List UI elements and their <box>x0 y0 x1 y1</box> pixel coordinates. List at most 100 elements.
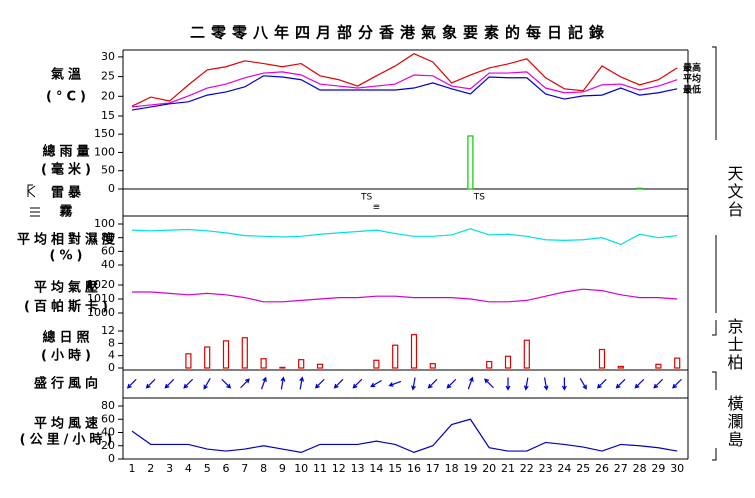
y-tick-label: 100 <box>94 217 115 230</box>
bar <box>204 346 211 369</box>
wind-arrow <box>484 378 494 389</box>
y-tick-label: 20 <box>101 89 115 102</box>
weather-symbol: TS <box>473 193 485 203</box>
y-tick-label: 40 <box>101 426 115 439</box>
bar <box>241 337 248 369</box>
bar <box>410 334 418 369</box>
x-tick-label: 14 <box>369 462 383 475</box>
station-label: 京士柏 <box>725 318 744 372</box>
y-tick-label: 25 <box>101 70 115 83</box>
y-tick-label: 8 <box>108 336 115 349</box>
wind-arrow <box>280 376 286 390</box>
y-tick-label: 0 <box>108 452 115 465</box>
wind-arrow <box>260 376 267 390</box>
wind-arrow <box>672 378 682 389</box>
weather-symbol: ≡ <box>373 203 381 213</box>
x-tick-label: 2 <box>147 462 154 475</box>
x-tick-label: 7 <box>241 462 248 475</box>
bar <box>523 339 530 369</box>
y-tick-label: 60 <box>101 412 115 425</box>
wind-arrow <box>634 378 645 389</box>
x-tick-label: 12 <box>332 462 346 475</box>
x-tick-label: 29 <box>651 462 665 475</box>
bar <box>185 353 192 369</box>
wind-arrow <box>333 378 344 389</box>
row-label: 總雨量 <box>42 144 93 160</box>
bar <box>674 357 681 369</box>
y-tick-label: 40 <box>101 258 115 271</box>
x-tick-label: 11 <box>313 462 327 475</box>
wind-arrow <box>388 380 402 387</box>
bar <box>260 358 267 369</box>
y-tick-label: 80 <box>101 231 115 244</box>
wind-arrow <box>596 378 607 389</box>
bar <box>504 355 512 369</box>
row-unit: (毫米) <box>41 162 95 178</box>
y-tick-label: 50 <box>101 164 115 177</box>
bar <box>429 363 436 369</box>
x-tick-label: 15 <box>388 462 402 475</box>
row-unit: (°C) <box>46 90 90 105</box>
x-tick-label: 24 <box>557 462 571 475</box>
row-label: 平均氣壓 <box>34 280 102 296</box>
y-tick-label: 20 <box>101 439 115 452</box>
wind-arrow <box>314 378 325 389</box>
wind-arrow <box>240 378 250 389</box>
x-tick-label: 5 <box>204 462 211 475</box>
y-tick-label: 0 <box>108 182 115 195</box>
x-tick-label: 23 <box>539 462 553 475</box>
row-unit: (%) <box>50 249 87 264</box>
wind-arrow <box>467 376 474 390</box>
wind-arrow <box>523 377 529 391</box>
line <box>131 418 678 454</box>
line <box>131 53 678 107</box>
y-tick-label: 1000 <box>87 306 115 319</box>
x-tick-label: 6 <box>223 462 230 475</box>
x-tick-label: 8 <box>260 462 267 475</box>
x-tick-label: 16 <box>407 462 421 475</box>
y-tick-label: 80 <box>101 399 115 412</box>
legend-label: 雷暴 <box>51 185 85 201</box>
x-tick-label: 17 <box>426 462 440 475</box>
bar <box>486 360 493 369</box>
wind-arrow <box>221 378 232 389</box>
line <box>132 288 678 303</box>
x-tick-label: 1 <box>129 462 136 475</box>
bar <box>373 359 380 369</box>
wind-arrow <box>543 377 549 391</box>
wind-arrow <box>299 376 305 390</box>
bar <box>617 365 624 369</box>
bar <box>316 363 324 369</box>
bar <box>655 363 662 369</box>
wind-arrow <box>183 378 194 389</box>
legend-label: 霧 <box>58 205 76 220</box>
row-unit: (百帕斯卡) <box>24 299 112 315</box>
line <box>131 228 678 246</box>
legend-label: 平均 <box>683 73 701 85</box>
wind-arrow <box>653 378 664 389</box>
y-tick-label: 4 <box>108 349 115 362</box>
wind-arrow <box>579 378 587 390</box>
bar <box>222 340 230 369</box>
y-tick-label: 100 <box>94 145 115 158</box>
x-tick-label: 26 <box>595 462 609 475</box>
wind-arrow <box>411 377 416 391</box>
bar <box>298 359 305 369</box>
bar <box>467 135 474 190</box>
x-tick-label: 28 <box>633 462 647 475</box>
legend-label: 最高 <box>683 62 701 74</box>
wind-arrow <box>203 378 211 390</box>
row-label: 盛行風向 <box>34 376 102 392</box>
x-tick-label: 18 <box>445 462 459 475</box>
y-tick-label: 150 <box>94 127 115 140</box>
wind-arrow <box>126 378 137 389</box>
y-tick-label: 0 <box>108 361 115 374</box>
wind-arrow <box>427 378 438 389</box>
x-tick-label: 10 <box>294 462 308 475</box>
row-label: 平均相對濕度 <box>17 232 119 248</box>
x-tick-label: 13 <box>351 462 365 475</box>
row-label: 氣溫 <box>51 67 85 83</box>
x-tick-label: 22 <box>520 462 534 475</box>
